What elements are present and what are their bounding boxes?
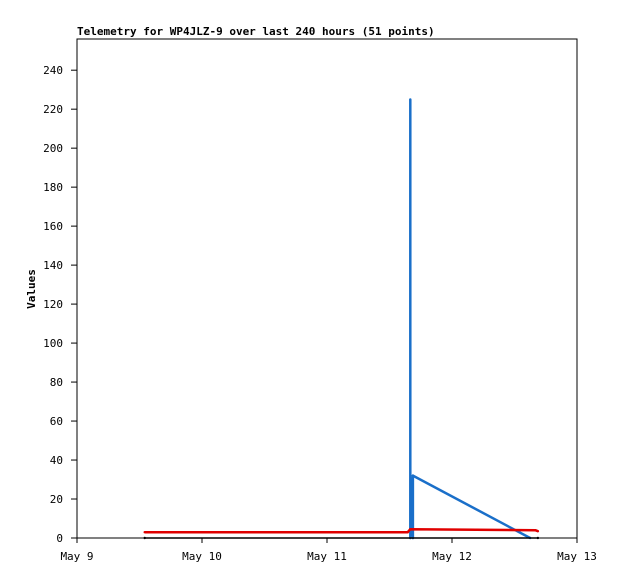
plot-frame [76,38,578,539]
y-tick-label: 240 [43,64,63,77]
y-tick-label: 100 [43,337,63,350]
chart-title: Telemetry for WP4JLZ-9 over last 240 hou… [77,25,435,38]
y-tick-label: 0 [56,532,63,545]
y-tick-label: 60 [50,415,63,428]
series-layer [143,98,540,540]
x-tick-label: May 13 [557,550,597,563]
x-tick-label: May 11 [307,550,347,563]
y-tick-label: 180 [43,181,63,194]
y-axis-ticks: 0 20 40 60 80 100 120 140 160 180 200 220 240 [43,64,77,545]
series-2-point [409,528,412,531]
series-1-point [411,474,415,477]
series-line-2 [144,527,539,534]
x-tick-label: May 10 [182,550,222,563]
y-tick-label: 220 [43,103,63,116]
series-2-point [536,530,540,533]
series-3-point [536,536,540,540]
series-line-1 [409,99,531,540]
series-1-point [409,98,412,101]
series-2-point [534,529,537,532]
y-tick-label: 20 [50,493,63,506]
y-tick-label: 140 [43,259,63,272]
y-axis-label: Values [25,269,38,309]
y-tick-label: 200 [43,142,63,155]
y-tick-label: 80 [50,376,63,389]
x-tick-label: May 12 [432,550,472,563]
y-tick-label: 40 [50,454,63,467]
series-2-point [143,531,146,534]
y-tick-label: 120 [43,298,63,311]
y-tick-label: 160 [43,220,63,233]
series-3-point [143,536,146,540]
x-tick-label: May 9 [60,550,93,563]
x-axis-ticks: May 9 May 10 May 11 May 12 May 13 [60,538,597,563]
series-2-point [406,531,409,534]
